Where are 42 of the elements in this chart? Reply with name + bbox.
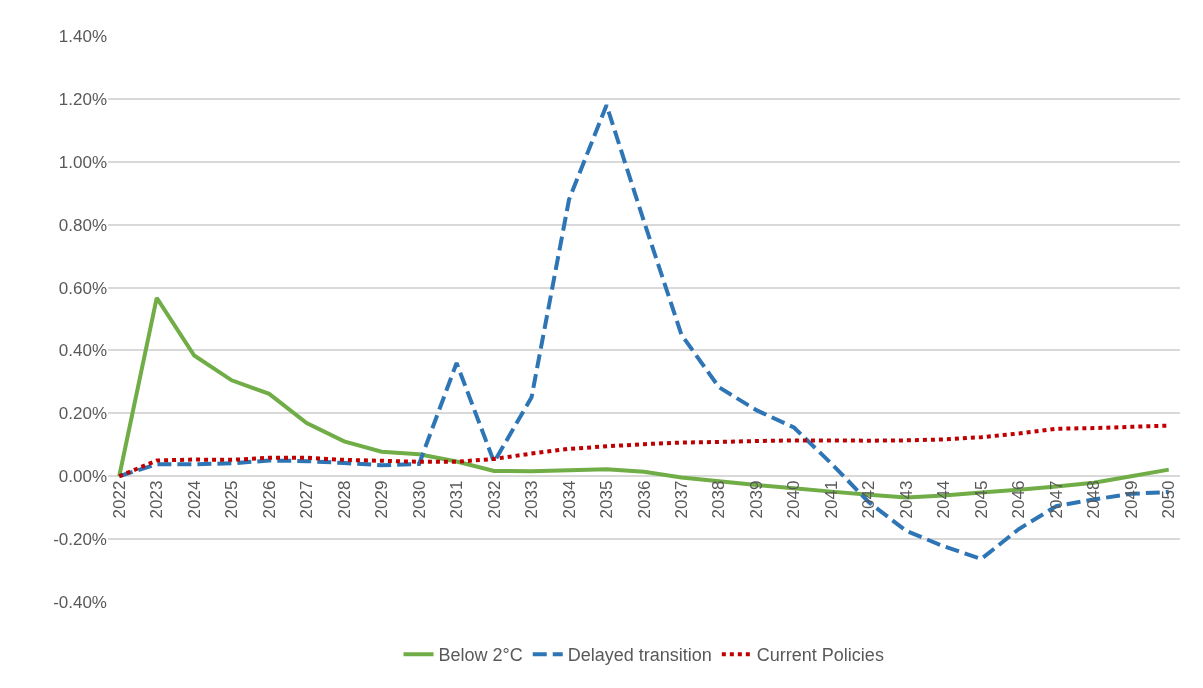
- x-tick-label: 2044: [934, 480, 954, 519]
- y-tick-label: 1.20%: [58, 89, 107, 109]
- x-tick-label: 2041: [821, 480, 841, 519]
- x-tick-label: 2022: [109, 480, 129, 519]
- x-tick-label: 2029: [372, 480, 392, 519]
- x-tick-label: 2050: [1159, 480, 1179, 519]
- y-tick-label: -0.20%: [53, 530, 107, 550]
- x-tick-label: 2024: [184, 480, 204, 519]
- y-tick-label: 0.20%: [58, 404, 107, 424]
- x-tick-label: 2025: [222, 480, 242, 519]
- x-tick-label: 2034: [559, 480, 579, 519]
- x-tick-label: 2039: [746, 480, 766, 519]
- x-tick-label: 2047: [1046, 480, 1066, 519]
- x-tick-label: 2033: [522, 480, 542, 519]
- legend-label: Below 2°C: [438, 645, 523, 666]
- x-tick-label: 2048: [1084, 480, 1104, 519]
- x-tick-label: 2043: [896, 480, 916, 519]
- legend-label: Delayed transition: [567, 645, 712, 666]
- y-tick-label: -0.40%: [53, 592, 107, 612]
- x-tick-label: 2031: [447, 480, 467, 519]
- y-tick-label: 1.00%: [58, 152, 107, 172]
- y-tick-label: 0.80%: [58, 215, 107, 235]
- x-tick-label: 2030: [409, 480, 429, 519]
- x-tick-label: 2040: [784, 480, 804, 519]
- x-tick-label: 2026: [259, 480, 279, 519]
- y-tick-label: 0.00%: [58, 467, 107, 487]
- y-tick-label: 0.60%: [58, 278, 107, 298]
- x-tick-label: 2037: [672, 480, 692, 519]
- x-tick-label: 2046: [1009, 480, 1029, 519]
- x-tick-label: 2023: [147, 480, 167, 519]
- x-tick-label: 2032: [484, 480, 504, 519]
- y-tick-label: 0.40%: [58, 341, 107, 361]
- x-tick-label: 2045: [971, 480, 991, 519]
- x-tick-label: 2027: [297, 480, 317, 519]
- legend-label: Current Policies: [756, 645, 884, 666]
- x-tick-label: 2036: [634, 480, 654, 519]
- x-tick-label: 2035: [597, 480, 617, 519]
- x-tick-label: 2038: [709, 480, 729, 519]
- x-tick-label: 2042: [859, 480, 879, 519]
- y-tick-label: 1.40%: [58, 26, 107, 46]
- x-tick-label: 2028: [334, 480, 354, 519]
- x-tick-label: 2049: [1121, 480, 1141, 519]
